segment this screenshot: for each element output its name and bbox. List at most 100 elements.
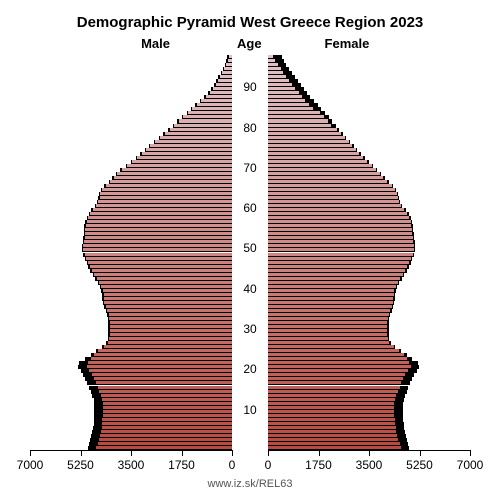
- x-tick-mark: [319, 450, 320, 456]
- male-age-row: [30, 136, 232, 140]
- y-tick-label: 80: [232, 121, 268, 135]
- age-label: Age: [237, 36, 262, 51]
- male-age-row: [30, 430, 232, 434]
- male-age-row: [30, 386, 232, 390]
- male-age-row: [30, 140, 232, 144]
- y-tick-label: 40: [232, 282, 268, 296]
- female-age-row: [268, 208, 470, 212]
- x-tick-mark: [182, 450, 183, 456]
- male-age-row: [30, 103, 232, 107]
- female-age-row: [268, 172, 470, 176]
- female-age-row: [268, 442, 470, 446]
- female-age-row: [268, 67, 470, 71]
- male-bars: [30, 55, 232, 450]
- female-age-row: [268, 111, 470, 115]
- female-age-row: [268, 200, 470, 204]
- x-tick-label: 0: [265, 458, 272, 472]
- female-age-row: [268, 188, 470, 192]
- source-url: www.iz.sk/REL63: [0, 478, 500, 490]
- x-tick-label: 3500: [356, 458, 383, 472]
- male-age-row: [30, 369, 232, 373]
- male-age-row: [30, 83, 232, 87]
- female-age-row: [268, 228, 470, 232]
- female-age-row: [268, 75, 470, 79]
- female-age-row: [268, 277, 470, 281]
- x-tick-label: 7000: [17, 458, 44, 472]
- female-age-row: [268, 253, 470, 257]
- female-age-row: [268, 281, 470, 285]
- male-age-row: [30, 132, 232, 136]
- male-age-row: [30, 381, 232, 385]
- male-age-row: [30, 240, 232, 244]
- female-age-row: [268, 144, 470, 148]
- male-age-row: [30, 277, 232, 281]
- female-age-row: [268, 115, 470, 119]
- x-tick-mark: [131, 450, 132, 456]
- male-age-row: [30, 321, 232, 325]
- male-age-row: [30, 377, 232, 381]
- male-age-row: [30, 261, 232, 265]
- male-age-row: [30, 309, 232, 313]
- male-age-row: [30, 144, 232, 148]
- female-age-row: [268, 192, 470, 196]
- female-age-row: [268, 59, 470, 63]
- female-age-row: [268, 333, 470, 337]
- female-age-row: [268, 438, 470, 442]
- x-tick-mark: [30, 450, 31, 456]
- y-tick-label: 30: [232, 322, 268, 336]
- female-age-row: [268, 386, 470, 390]
- female-age-row: [268, 103, 470, 107]
- female-age-row: [268, 285, 470, 289]
- male-age-row: [30, 220, 232, 224]
- male-age-row: [30, 168, 232, 172]
- female-age-row: [268, 341, 470, 345]
- female-age-row: [268, 55, 470, 59]
- female-age-row: [268, 232, 470, 236]
- male-age-row: [30, 188, 232, 192]
- female-age-row: [268, 136, 470, 140]
- female-age-row: [268, 394, 470, 398]
- female-age-row: [268, 430, 470, 434]
- male-age-row: [30, 337, 232, 341]
- male-age-row: [30, 148, 232, 152]
- male-age-row: [30, 402, 232, 406]
- x-tick-label: 3500: [118, 458, 145, 472]
- male-age-row: [30, 156, 232, 160]
- female-age-row: [268, 265, 470, 269]
- female-age-row: [268, 321, 470, 325]
- female-age-row: [268, 301, 470, 305]
- male-age-row: [30, 128, 232, 132]
- female-age-row: [268, 107, 470, 111]
- male-age-row: [30, 204, 232, 208]
- male-age-row: [30, 357, 232, 361]
- x-tick-label: 5250: [67, 458, 94, 472]
- male-age-row: [30, 79, 232, 83]
- x-tick-label: 7000: [457, 458, 484, 472]
- female-age-row: [268, 240, 470, 244]
- female-age-row: [268, 297, 470, 301]
- male-age-row: [30, 192, 232, 196]
- female-age-row: [268, 176, 470, 180]
- male-age-row: [30, 325, 232, 329]
- male-age-row: [30, 373, 232, 377]
- female-age-row: [268, 212, 470, 216]
- female-age-row: [268, 184, 470, 188]
- female-age-row: [268, 63, 470, 67]
- female-age-row: [268, 87, 470, 91]
- female-age-row: [268, 248, 470, 252]
- x-tick-label: 1750: [168, 458, 195, 472]
- chart-title: Demographic Pyramid West Greece Region 2…: [0, 14, 500, 31]
- y-tick-label: 20: [232, 362, 268, 376]
- pyramid-chart: 102030405060708090 700052503500175000175…: [30, 55, 470, 450]
- male-age-row: [30, 273, 232, 277]
- male-age-row: [30, 349, 232, 353]
- female-age-row: [268, 377, 470, 381]
- female-age-row: [268, 317, 470, 321]
- male-age-row: [30, 257, 232, 261]
- male-age-row: [30, 91, 232, 95]
- female-age-row: [268, 390, 470, 394]
- female-age-row: [268, 83, 470, 87]
- male-age-row: [30, 269, 232, 273]
- male-age-row: [30, 333, 232, 337]
- male-age-row: [30, 345, 232, 349]
